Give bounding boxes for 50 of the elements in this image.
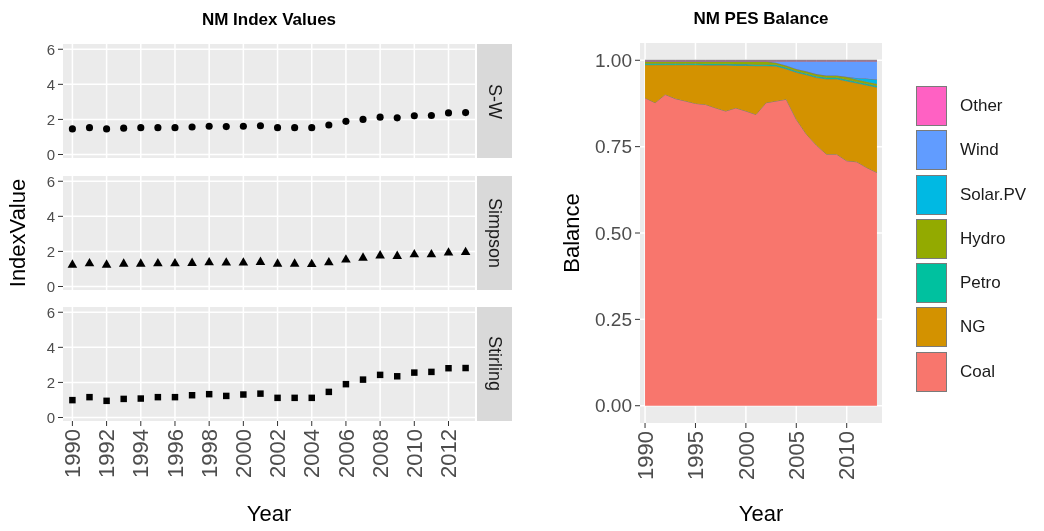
x-tick-label: 2010 bbox=[402, 429, 428, 478]
y-tick-label: 2 bbox=[46, 110, 55, 128]
x-tick-label: 2004 bbox=[299, 429, 325, 478]
y-tick-label: 0.75 bbox=[595, 136, 632, 158]
x-tick-label: 2010 bbox=[834, 431, 860, 480]
y-tick-label: 0 bbox=[46, 277, 55, 295]
x-tick-label: 1996 bbox=[162, 429, 188, 478]
text: Simpson bbox=[484, 197, 505, 269]
legend-label: Other bbox=[960, 95, 1003, 116]
y-axis-title: Balance bbox=[559, 193, 584, 273]
x-tick-label: 2000 bbox=[231, 429, 257, 478]
x-tick-label: 1990 bbox=[632, 431, 658, 480]
x-tick-label: 2008 bbox=[367, 429, 393, 478]
y-tick-label: 6 bbox=[46, 303, 55, 321]
legend-label: NG bbox=[960, 317, 986, 338]
legend-label: Solar.PV bbox=[960, 184, 1027, 205]
y-axis-title: IndexValue bbox=[5, 178, 30, 288]
x-tick-label: 1990 bbox=[60, 429, 86, 478]
y-tick-label: 4 bbox=[46, 75, 55, 93]
x-tick-label: 1995 bbox=[683, 431, 709, 480]
y-tick-label: 6 bbox=[46, 172, 55, 190]
y-tick-label: 0 bbox=[46, 408, 55, 426]
chart-title: NM PES Balance bbox=[693, 8, 829, 30]
x-tick-label: 2000 bbox=[733, 431, 759, 480]
x-tick-label: 1994 bbox=[128, 429, 154, 478]
y-tick-label: 6 bbox=[46, 40, 55, 58]
y-tick-label: 0.00 bbox=[595, 395, 632, 417]
x-axis-title: Year bbox=[246, 501, 292, 526]
x-tick-label: 2005 bbox=[783, 431, 809, 480]
x-tick-label: 2006 bbox=[333, 429, 359, 478]
legend-label: Hydro bbox=[960, 228, 1006, 249]
x-tick-label: 2012 bbox=[436, 429, 462, 478]
x-axis-title: Year bbox=[738, 501, 784, 526]
text: Stirling bbox=[484, 336, 505, 392]
y-tick-label: 0.25 bbox=[595, 309, 632, 331]
x-tick-label: 1992 bbox=[94, 429, 120, 478]
y-tick-label: 0 bbox=[46, 145, 55, 163]
x-tick-label: 1998 bbox=[196, 429, 222, 478]
legend-label: Wind bbox=[960, 140, 999, 161]
legend-label: Coal bbox=[960, 361, 995, 382]
legend-label: Petro bbox=[960, 273, 1001, 294]
y-tick-label: 2 bbox=[46, 242, 55, 260]
x-tick-label: 2002 bbox=[265, 429, 291, 478]
y-tick-label: 0.50 bbox=[595, 222, 632, 244]
text: S-W bbox=[484, 83, 505, 119]
y-tick-label: 1.00 bbox=[595, 49, 632, 71]
chart-title: NM Index Values bbox=[201, 9, 337, 31]
y-tick-label: 4 bbox=[46, 207, 55, 225]
y-tick-label: 4 bbox=[46, 338, 55, 356]
y-tick-label: 2 bbox=[46, 373, 55, 391]
